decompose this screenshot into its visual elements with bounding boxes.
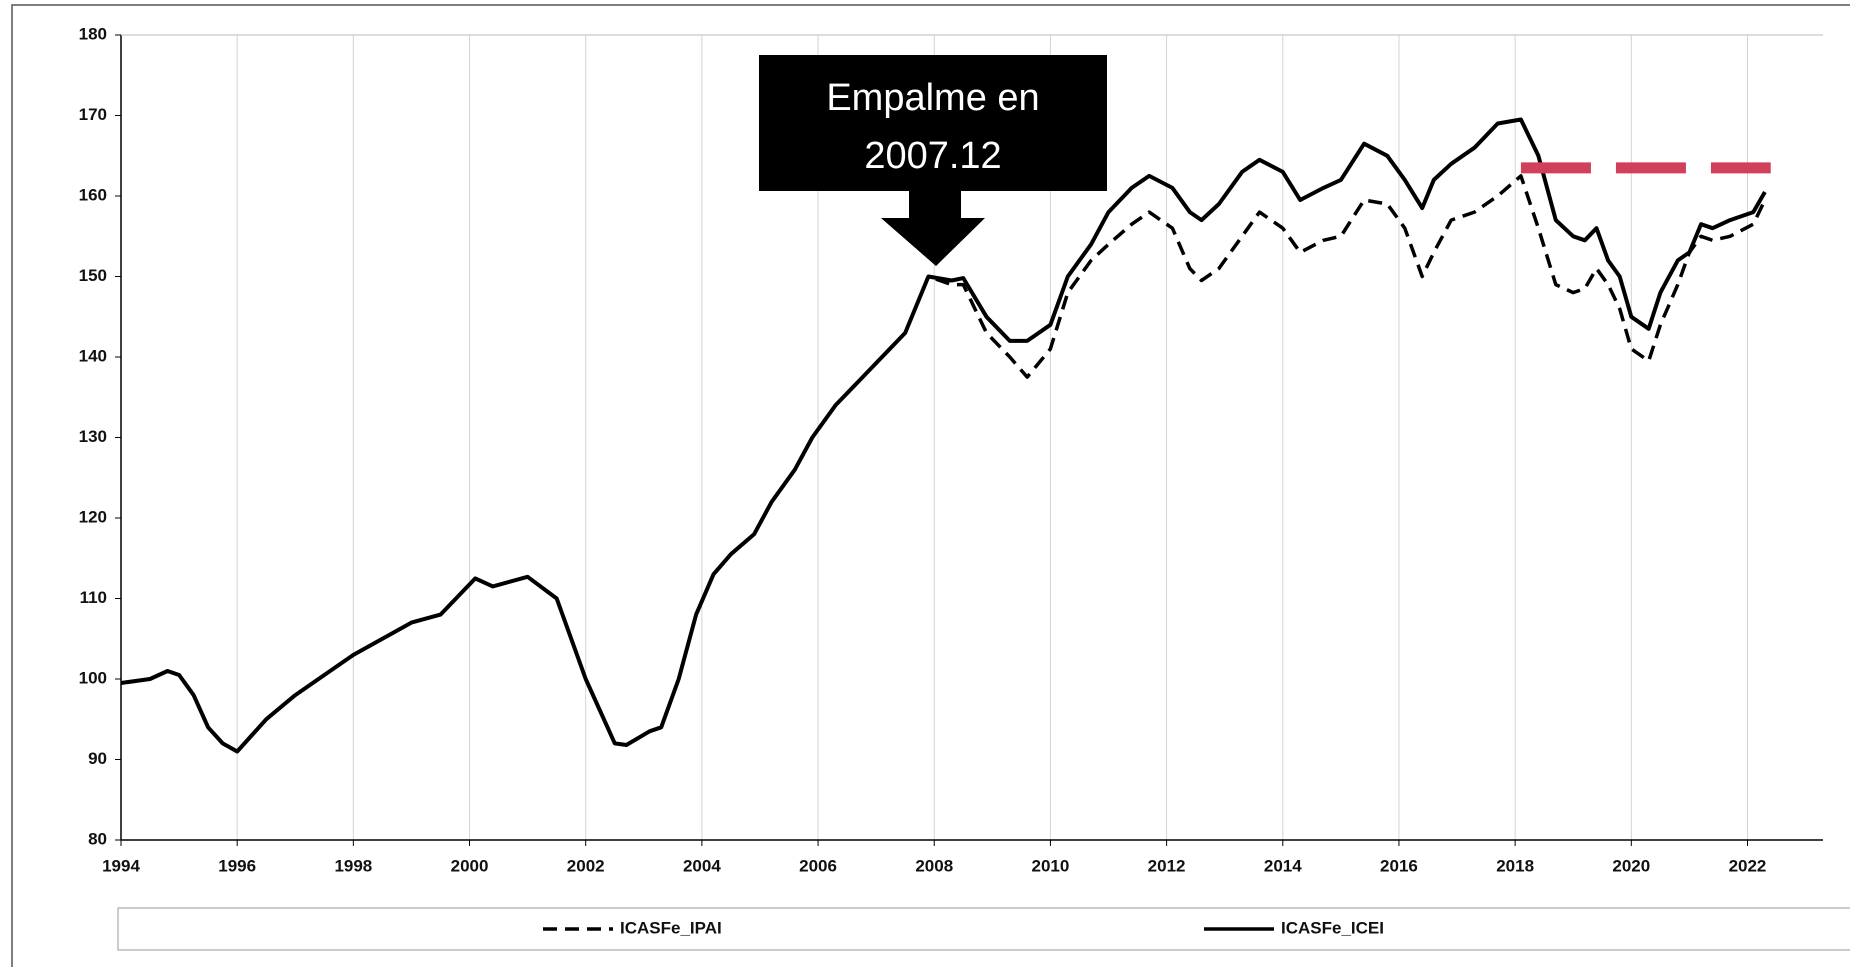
- y-tick-label: 180: [79, 24, 107, 43]
- x-tick-label: 1998: [334, 856, 372, 875]
- annotation-box: [759, 55, 1107, 191]
- x-tick-label: 2008: [915, 856, 953, 875]
- y-tick-label: 90: [88, 749, 107, 768]
- legend-label: ICASFe_IPAI: [620, 918, 722, 937]
- annotation-text: 2007.12: [864, 135, 1001, 177]
- annotation-arrow: [881, 191, 985, 266]
- series-line: [120, 117, 1767, 754]
- x-tick-label: 2002: [567, 856, 605, 875]
- x-tick-label: 2022: [1729, 856, 1767, 875]
- y-tick-label: 80: [88, 829, 107, 848]
- x-tick-label: 2000: [451, 856, 489, 875]
- x-tick-label: 2018: [1496, 856, 1534, 875]
- y-tick-label: 130: [79, 427, 107, 446]
- y-tick-label: 110: [80, 588, 107, 607]
- y-tick-label: 150: [79, 266, 107, 285]
- x-tick-label: 2012: [1148, 856, 1186, 875]
- x-tick-label: 1996: [218, 856, 256, 875]
- legend-box: [117, 907, 1850, 951]
- x-tick-label: 2010: [1032, 856, 1070, 875]
- y-tick-label: 140: [79, 346, 107, 365]
- y-tick-label: 100: [79, 668, 107, 687]
- annotation-text: Empalme en: [826, 77, 1039, 119]
- y-tick-label: 170: [79, 105, 107, 124]
- x-tick-label: 2016: [1380, 856, 1418, 875]
- x-tick-label: 2014: [1264, 856, 1302, 875]
- x-tick-label: 2020: [1612, 856, 1650, 875]
- x-tick-label: 2006: [799, 856, 837, 875]
- y-tick-label: 120: [79, 507, 107, 526]
- series-line: [120, 174, 1767, 754]
- x-tick-label: 2004: [683, 856, 721, 875]
- annotation: Empalme en 2007.12: [759, 55, 1107, 266]
- x-tick-label: 1994: [102, 856, 140, 875]
- frame: [11, 4, 1850, 967]
- legend-label: ICASFe_ICEI: [1281, 918, 1384, 937]
- y-tick-label: 160: [79, 185, 107, 204]
